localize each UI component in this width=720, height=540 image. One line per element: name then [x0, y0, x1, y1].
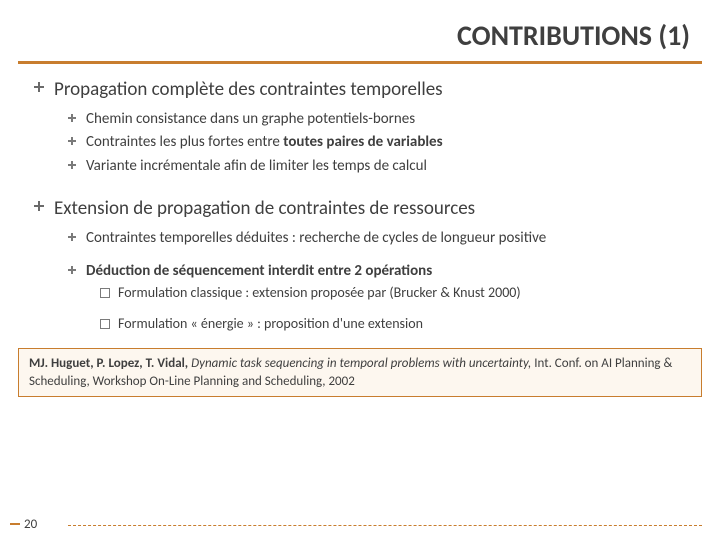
list-item: Contraintes les plus fortes entre toutes… — [34, 132, 696, 152]
list-item-bold: Déduction de séquencement interdit entre… — [34, 261, 696, 281]
sublist-item: Formulation « énergie » : proposition d'… — [34, 315, 696, 334]
slide-title: CONTRIBUTIONS (1) — [0, 0, 720, 61]
section-heading-1: Propagation complète des contraintes tem… — [34, 78, 696, 101]
citation-box: MJ. Huguet, P. Lopez, T. Vidal, Dynamic … — [18, 348, 702, 397]
page-number: 20 — [24, 517, 43, 532]
page-tick-icon — [10, 523, 20, 525]
sublist-item: Formulation classique : extension propos… — [34, 284, 696, 303]
list-item: Chemin consistance dans un graphe potent… — [34, 109, 696, 129]
slide-content: Propagation complète des contraintes tem… — [0, 78, 720, 334]
citation-authors: MJ. Huguet, P. Lopez, T. Vidal, — [29, 356, 188, 371]
list-item: Contraintes temporelles déduites : reche… — [34, 228, 696, 248]
item-text: Contraintes les plus fortes entre — [86, 133, 283, 151]
item-bold: toutes paires de variables — [283, 133, 442, 151]
footer-rule — [68, 525, 702, 526]
slide-footer: 20 — [0, 525, 720, 526]
section-heading-2: Extension de propagation de contraintes … — [34, 197, 696, 220]
citation-title: Dynamic task sequencing in temporal prob… — [191, 356, 531, 371]
list-item: Variante incrémentale afin de limiter le… — [34, 156, 696, 176]
title-rule — [18, 61, 702, 64]
